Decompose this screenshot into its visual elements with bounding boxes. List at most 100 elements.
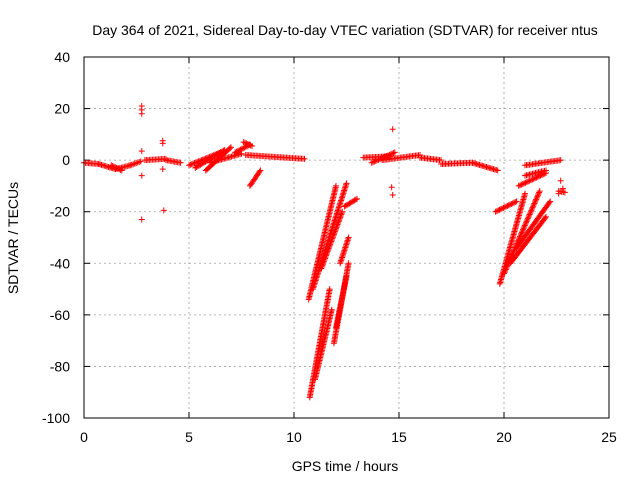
data-point (532, 175, 539, 182)
data-point (502, 267, 509, 274)
data-point (374, 157, 381, 164)
data-point (319, 261, 326, 268)
series-outliers-late (555, 177, 566, 197)
data-point (520, 225, 527, 232)
data-point (339, 208, 346, 215)
data-point (372, 157, 379, 164)
data-point (327, 241, 334, 248)
data-point (326, 242, 333, 249)
data-point (531, 199, 538, 206)
data-point (328, 306, 335, 313)
y-axis-label: SDTVAR / TECUs (5, 182, 21, 294)
data-point (234, 148, 241, 155)
data-point (536, 173, 543, 180)
data-point (527, 177, 534, 184)
data-point (118, 167, 125, 174)
data-point (331, 228, 338, 235)
data-point (503, 203, 510, 210)
data-point (525, 178, 532, 185)
data-point (557, 157, 564, 164)
data-point (138, 110, 145, 117)
data-point (557, 177, 564, 184)
data-point (236, 147, 243, 154)
data-point (320, 259, 327, 266)
data-point (322, 254, 329, 261)
data-point (138, 216, 145, 223)
data-point (160, 207, 167, 214)
data-point (249, 142, 255, 149)
data-point (321, 255, 328, 262)
data-point (502, 266, 509, 273)
data-point (334, 221, 341, 228)
data-point (533, 196, 540, 203)
data-point (232, 149, 239, 156)
data-point (237, 146, 244, 153)
data-point (240, 139, 247, 146)
data-point (335, 220, 342, 227)
data-point (243, 140, 250, 147)
data-point (519, 180, 526, 187)
data-point (526, 211, 533, 218)
data-point (495, 207, 502, 214)
data-point (389, 126, 396, 133)
data-point (507, 201, 514, 208)
x-axis-label: GPS time / hours (292, 458, 399, 474)
data-point (527, 210, 534, 217)
data-point (187, 161, 194, 168)
data-point (368, 159, 375, 166)
data-point (326, 244, 333, 251)
data-point (492, 208, 499, 215)
data-point (319, 262, 326, 269)
data-point (330, 231, 337, 238)
data-point (517, 232, 524, 239)
data-point (327, 239, 334, 246)
data-point (188, 161, 195, 168)
data-point (534, 193, 541, 200)
data-point (109, 162, 116, 169)
data-point (542, 215, 549, 222)
data-point (494, 167, 501, 174)
data-point (336, 215, 343, 222)
data-point (526, 177, 533, 184)
data-point (326, 286, 333, 293)
data-point (329, 234, 336, 241)
data-point (543, 167, 549, 174)
data-point (529, 176, 536, 183)
data-point (257, 167, 264, 174)
data-point (190, 160, 197, 167)
data-point (138, 172, 145, 179)
data-point (328, 238, 335, 245)
data-point (522, 221, 529, 228)
data-point (238, 145, 245, 152)
data-point (546, 199, 553, 206)
data-point (192, 159, 199, 166)
data-point (521, 222, 528, 229)
data-point (390, 150, 397, 157)
data-point (534, 192, 541, 199)
data-point (523, 219, 530, 226)
chart-title: Day 364 of 2021, Sidereal Day-to-day VTE… (92, 22, 598, 38)
data-point (330, 232, 337, 239)
data-point (527, 208, 534, 215)
grid (84, 57, 609, 418)
data-point (497, 206, 504, 213)
x-tick-label: 25 (601, 429, 617, 445)
data-point (500, 204, 507, 211)
y-tick-label: -80 (50, 358, 70, 374)
data-point (242, 139, 248, 146)
data-point (528, 205, 535, 212)
data-point (561, 189, 568, 196)
data-point (345, 260, 352, 267)
data-point (388, 184, 395, 191)
data-point (345, 234, 352, 241)
data-point (177, 159, 184, 166)
data-point (240, 145, 247, 152)
data-point (246, 141, 253, 148)
data-point (537, 172, 544, 179)
data-point (543, 213, 549, 220)
data-point (534, 173, 541, 180)
data-point (370, 159, 377, 166)
series-baseline-early (81, 155, 184, 174)
data-point (505, 202, 512, 209)
